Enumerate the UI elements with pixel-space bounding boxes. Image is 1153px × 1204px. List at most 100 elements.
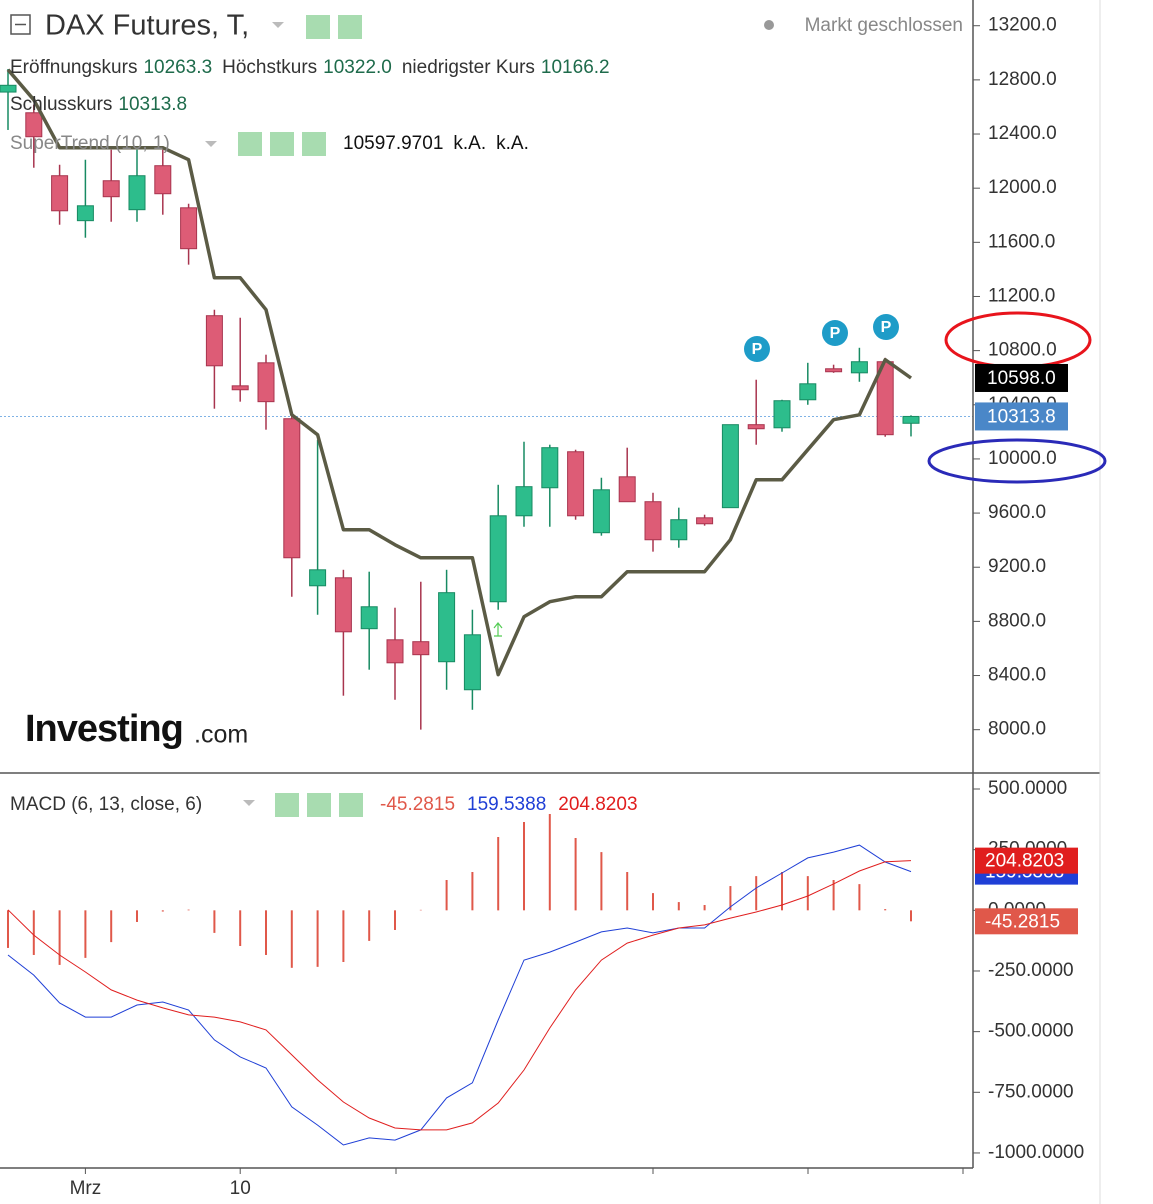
candle-body [644, 501, 662, 541]
y-tick-label: 8400.0 [988, 665, 1046, 686]
y-tick-label: 12800.0 [988, 69, 1057, 90]
y-tick-label: 8000.0 [988, 719, 1046, 740]
header: DAX Futures, T, Markt geschlossen [10, 10, 963, 817]
legend-value: k.A. [496, 133, 529, 154]
candle-body [515, 486, 533, 517]
visibility-icon[interactable] [306, 15, 330, 39]
pattern-marker-label: P [881, 319, 892, 336]
y-tick-label: 11600.0 [988, 231, 1055, 252]
candle-body [541, 447, 559, 489]
candle-body [128, 175, 146, 211]
candle-body [747, 424, 765, 430]
pattern-marker[interactable] [744, 336, 770, 362]
legend-value: 204.8203 [558, 794, 637, 815]
y-tick-label: 12000.0 [988, 177, 1057, 198]
candle-body [438, 592, 456, 663]
y-tick-label: 8800.0 [988, 610, 1046, 631]
candle-body [154, 165, 172, 195]
candle-body [773, 400, 791, 429]
candle-body [309, 569, 327, 587]
candle-body [283, 418, 301, 559]
candle-body [489, 515, 507, 603]
watermark: Investing [25, 708, 183, 750]
collapse-icon[interactable] [10, 14, 31, 35]
visibility-icon[interactable] [238, 132, 262, 156]
candle-body [360, 606, 378, 630]
info-label: niedrigster Kurs [402, 57, 535, 78]
annotations: P P P Investing .com [25, 311, 1107, 750]
trend-arrow [493, 622, 503, 637]
legend-value: -45.2815 [380, 794, 455, 815]
macd-panel [7, 814, 912, 1146]
pattern-marker[interactable] [873, 314, 899, 340]
settings-icon[interactable] [270, 132, 294, 156]
candle-body [696, 517, 714, 525]
candle-body [102, 180, 120, 198]
value-badge-label: 204.8203 [985, 851, 1064, 872]
info-label: Schlusskurs [10, 94, 112, 115]
supertrend-line [6, 68, 913, 677]
remove-icon[interactable] [302, 132, 326, 156]
y-tick-label: 10800.0 [988, 340, 1057, 361]
info-value: 10166.2 [541, 57, 610, 78]
pattern-marker-label: P [830, 325, 841, 342]
candle-body [850, 361, 868, 374]
y-tick-label: 11200.0 [988, 285, 1055, 306]
candle-body [412, 641, 430, 656]
value-badge-label: -45.2815 [985, 911, 1060, 932]
candle-body [205, 315, 223, 367]
candle-body [76, 205, 94, 222]
settings-icon[interactable] [307, 793, 331, 817]
y-tick-label: 9600.0 [988, 502, 1046, 523]
remove-icon[interactable] [339, 793, 363, 817]
settings-icon[interactable] [338, 15, 362, 39]
y-tick-label: 9200.0 [988, 556, 1046, 577]
candle-body [618, 476, 636, 503]
visibility-icon[interactable] [275, 793, 299, 817]
candle-body [670, 519, 688, 541]
dropdown-icon[interactable] [272, 22, 284, 28]
info-value: 10263.3 [143, 57, 212, 78]
candle-body [463, 634, 481, 691]
pattern-marker[interactable] [822, 320, 848, 346]
candle-body [231, 385, 249, 391]
candle-body [721, 424, 739, 509]
candle-body [0, 84, 17, 93]
status-dot [764, 20, 774, 30]
y-tick-label: -250.0000 [988, 960, 1074, 981]
macd-line [7, 844, 912, 1146]
y-tick-label: 12400.0 [988, 123, 1057, 144]
dropdown-icon[interactable] [205, 141, 217, 147]
y-tick-label: 10000.0 [988, 448, 1057, 469]
candle-body [334, 577, 352, 633]
x-tick-label: Mrz [70, 1178, 102, 1199]
legend-value: 10597.9701 [343, 133, 443, 154]
value-badge-label: 10598.0 [987, 368, 1056, 389]
dropdown-icon[interactable] [243, 800, 255, 806]
watermark: .com [194, 721, 248, 749]
market-status: Markt geschlossen [805, 15, 963, 36]
candle-body [386, 639, 404, 664]
candle-body [902, 415, 920, 424]
axes: 8000.08400.08800.09200.09600.010000.0104… [0, 0, 1101, 1204]
info-value: 10322.0 [323, 57, 392, 78]
pattern-marker-label: P [752, 341, 763, 358]
macd-title: MACD (6, 13, close, 6) [10, 794, 202, 815]
legend-name: SuperTrend (10, 1) [10, 133, 170, 154]
chart-title: DAX Futures, T, [45, 10, 249, 42]
y-tick-label: -750.0000 [988, 1081, 1074, 1102]
price-panel [0, 68, 973, 730]
value-badge [975, 363, 1068, 392]
candle-body [825, 368, 843, 373]
last-price-label: 10313.8 [987, 406, 1056, 427]
value-badge [975, 847, 1078, 874]
candle-body [592, 489, 610, 534]
y-tick-label: 500.0000 [988, 778, 1067, 799]
candle-body [257, 362, 275, 403]
highlight-ellipse [927, 438, 1107, 484]
candle-body [51, 175, 69, 212]
legend-value: k.A. [453, 133, 486, 154]
x-tick-label: 10 [230, 1178, 251, 1199]
